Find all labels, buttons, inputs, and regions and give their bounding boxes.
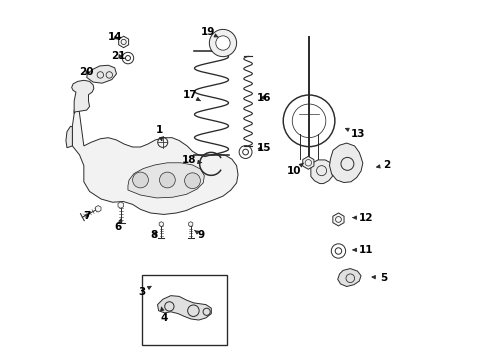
Text: 6: 6 <box>114 219 122 232</box>
Text: 18: 18 <box>182 155 202 165</box>
Polygon shape <box>72 80 94 114</box>
Text: 2: 2 <box>376 160 390 170</box>
Text: 21: 21 <box>111 51 125 61</box>
Text: 9: 9 <box>194 230 204 239</box>
Text: 20: 20 <box>79 67 94 77</box>
Polygon shape <box>337 269 360 287</box>
Bar <box>142 275 226 345</box>
Circle shape <box>159 172 175 188</box>
Polygon shape <box>95 206 101 212</box>
Text: 12: 12 <box>352 213 373 222</box>
Polygon shape <box>66 126 72 148</box>
Text: 10: 10 <box>286 163 303 176</box>
Polygon shape <box>157 296 211 320</box>
Polygon shape <box>119 36 128 48</box>
Polygon shape <box>188 222 192 226</box>
Polygon shape <box>128 163 204 198</box>
Polygon shape <box>86 65 116 83</box>
Circle shape <box>209 30 236 57</box>
Text: 4: 4 <box>160 307 167 323</box>
Polygon shape <box>329 143 362 183</box>
Circle shape <box>215 36 230 50</box>
Polygon shape <box>310 160 332 184</box>
Polygon shape <box>332 213 344 226</box>
Circle shape <box>132 172 148 188</box>
Text: 7: 7 <box>83 211 90 221</box>
Text: 3: 3 <box>138 286 151 297</box>
Polygon shape <box>118 202 123 208</box>
Text: 19: 19 <box>200 27 218 37</box>
Circle shape <box>184 173 200 189</box>
Text: 5: 5 <box>371 273 386 283</box>
Polygon shape <box>302 156 313 169</box>
Text: 14: 14 <box>107 32 122 42</box>
Text: 16: 16 <box>257 93 271 103</box>
Text: 8: 8 <box>150 230 158 239</box>
Text: 13: 13 <box>345 128 365 139</box>
Text: 15: 15 <box>257 143 271 153</box>
Text: 1: 1 <box>155 125 163 141</box>
Text: 11: 11 <box>352 245 373 255</box>
Polygon shape <box>72 108 238 215</box>
Text: 17: 17 <box>183 90 200 101</box>
Polygon shape <box>159 222 163 226</box>
